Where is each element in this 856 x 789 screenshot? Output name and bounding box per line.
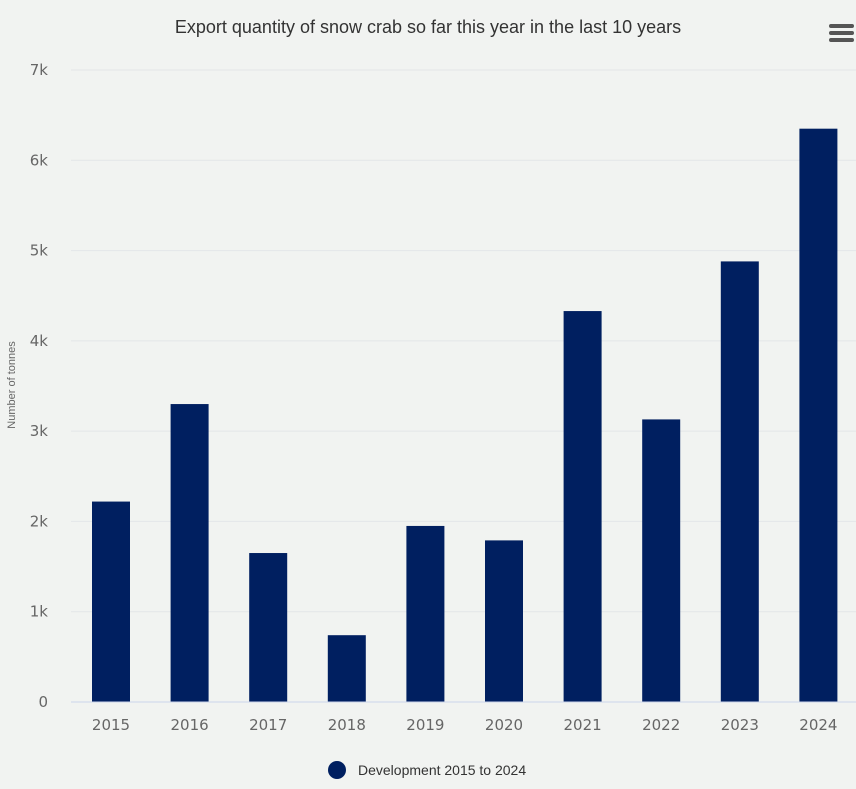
bar-2016[interactable]	[170, 404, 209, 702]
y-tick-label: 1k	[30, 603, 49, 621]
legend-label: Development 2015 to 2024	[358, 762, 526, 778]
hamburger-menu-icon	[829, 24, 854, 42]
y-axis-ticks: 0 1k 2k 3k 4k 5k 6k 7k	[30, 61, 49, 711]
y-tick-label: 5k	[30, 242, 49, 260]
x-tick-label: 2019	[406, 716, 444, 734]
bar-2020[interactable]	[485, 540, 523, 702]
bar-2019[interactable]	[406, 525, 445, 702]
bar-2015[interactable]	[92, 501, 130, 702]
x-tick-label: 2016	[171, 716, 209, 734]
x-tick-label: 2023	[721, 716, 759, 734]
x-axis-ticks: 2015 2016 2017 2018 2019 2020 2021 2022 2023 2024	[92, 716, 838, 734]
chart-title: Export quantity of snow crab so far this…	[175, 17, 681, 37]
y-tick-label: 7k	[30, 61, 49, 79]
menu-button[interactable]	[826, 18, 856, 48]
y-axis-label: Number of tonnes	[6, 341, 18, 429]
bar-2023[interactable]	[720, 261, 759, 702]
y-tick-label: 6k	[30, 151, 49, 169]
bars	[92, 128, 838, 702]
bar-2021[interactable]	[563, 311, 602, 702]
y-tick-label: 3k	[30, 422, 49, 440]
y-tick-label: 4k	[30, 332, 49, 350]
x-tick-label: 2015	[92, 716, 130, 734]
bar-2017[interactable]	[249, 553, 288, 702]
x-tick-label: 2018	[328, 716, 366, 734]
legend-marker	[328, 761, 346, 779]
bar-2018[interactable]	[327, 635, 366, 702]
x-tick-label: 2024	[799, 716, 837, 734]
x-tick-label: 2020	[485, 716, 523, 734]
x-tick-label: 2021	[564, 716, 602, 734]
legend-item[interactable]: Development 2015 to 2024	[328, 761, 526, 779]
bar-2024[interactable]	[799, 128, 838, 702]
y-tick-label: 2k	[30, 512, 49, 530]
bar-2022[interactable]	[642, 419, 681, 702]
y-tick-label: 0	[38, 693, 48, 711]
x-tick-label: 2017	[249, 716, 287, 734]
x-tick-label: 2022	[642, 716, 680, 734]
